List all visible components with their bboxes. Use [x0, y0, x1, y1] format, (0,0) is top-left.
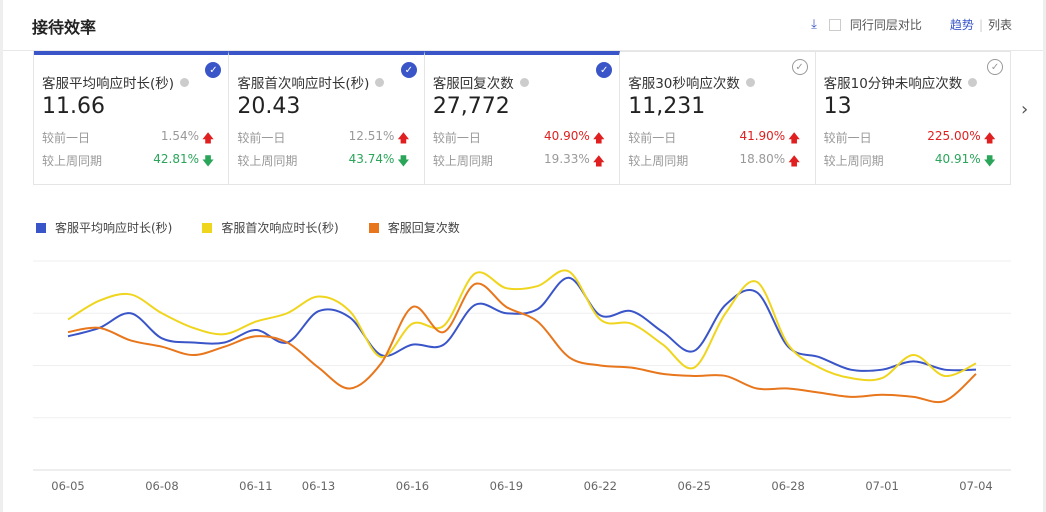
day-compare-label: 较前一日 — [42, 131, 91, 145]
next-arrow-icon[interactable]: › — [1021, 99, 1029, 120]
legend-label: 客服首次响应时长(秒) — [221, 221, 339, 235]
legend-swatch — [368, 222, 379, 233]
help-icon[interactable] — [968, 77, 978, 87]
x-tick-label: 06-05 — [51, 479, 84, 493]
legend-swatch — [202, 222, 213, 233]
download-icon[interactable]: ⤓ — [811, 17, 817, 32]
arrow-down-icon: 🡇 — [397, 154, 410, 168]
day-compare-pct: 40.90% — [544, 129, 590, 143]
metric-card[interactable]: ✓ 客服首次响应时长(秒) 20.43 较前一日 12.51% 🡅 较上周同期 43.… — [229, 51, 425, 184]
arrow-down-icon: 🡇 — [983, 154, 996, 168]
arrow-up-icon: 🡅 — [788, 131, 801, 145]
arrow-up-icon: 🡅 — [592, 131, 605, 145]
series-line — [67, 282, 977, 404]
help-icon[interactable] — [519, 77, 529, 87]
right-border — [1043, 0, 1046, 512]
tab-separator: | — [978, 17, 983, 32]
x-tick-label: 06-22 — [584, 479, 617, 493]
metric-name: 客服30秒响应次数 — [628, 76, 740, 92]
metric-value: 11.66 — [42, 94, 105, 119]
week-compare-pct: 19.33% — [544, 152, 590, 166]
week-compare-label: 较上周同期 — [628, 154, 689, 168]
help-icon[interactable] — [180, 77, 190, 87]
metric-name: 客服回复次数 — [432, 76, 514, 92]
legend-label: 客服平均响应时长(秒) — [55, 221, 173, 235]
week-compare-pct: 43.74% — [348, 152, 395, 166]
page-title: 接待效率 — [32, 18, 97, 37]
x-tick-label: 06-19 — [490, 479, 523, 493]
metric-cards: ✓ 客服平均响应时长(秒) 11.66 较前一日 1.54% 🡅 较上周同期 42.8… — [33, 51, 1011, 185]
week-compare-label: 较上周同期 — [432, 154, 493, 168]
help-icon[interactable] — [375, 77, 385, 87]
legend-item[interactable]: 客服回复次数 — [368, 219, 460, 236]
compare-checkbox[interactable] — [828, 18, 841, 31]
metric-value: 13 — [823, 94, 852, 119]
tab-list[interactable]: 列表 — [987, 18, 1012, 32]
check-icon[interactable]: ✓ — [400, 62, 417, 78]
check-icon[interactable]: ✓ — [596, 62, 613, 78]
header-divider — [3, 50, 1043, 51]
week-compare-pct: 18.80% — [739, 152, 786, 166]
series-line — [67, 269, 977, 382]
day-compare-pct: 1.54% — [160, 129, 199, 143]
compare-label[interactable]: 同行同层对比 — [849, 18, 922, 32]
metric-value: 27,772 — [432, 94, 510, 119]
week-compare-label: 较上周同期 — [823, 154, 884, 168]
metric-card[interactable]: ✓ 客服30秒响应次数 11,231 较前一日 41.90% 🡅 较上周同期 18.8… — [620, 51, 816, 184]
chart-legend: 客服平均响应时长(秒) 客服首次响应时长(秒) 客服回复次数 — [36, 219, 490, 236]
legend-item[interactable]: 客服平均响应时长(秒) — [36, 219, 172, 236]
day-compare-label: 较前一日 — [823, 131, 872, 145]
day-compare-label: 较前一日 — [628, 131, 677, 145]
arrow-up-icon: 🡅 — [592, 154, 605, 168]
arrow-up-icon: 🡅 — [397, 131, 410, 145]
x-tick-label: 06-08 — [145, 479, 178, 493]
metric-card[interactable]: ✓ 客服回复次数 27,772 较前一日 40.90% 🡅 较上周同期 19.33% 🡅 — [424, 51, 621, 184]
arrow-up-icon: 🡅 — [201, 131, 215, 145]
check-icon[interactable]: ✓ — [791, 59, 808, 75]
x-tick-label: 06-16 — [396, 479, 429, 493]
day-compare-pct: 41.90% — [739, 129, 786, 143]
legend-swatch — [36, 222, 46, 233]
tab-trend[interactable]: 趋势 — [949, 18, 974, 32]
x-tick-label: 06-25 — [677, 479, 710, 493]
week-compare-label: 较上周同期 — [237, 154, 298, 168]
arrow-down-icon: 🡇 — [201, 154, 215, 168]
left-border — [0, 0, 3, 512]
help-icon[interactable] — [745, 77, 755, 87]
legend-item[interactable]: 客服首次响应时长(秒) — [202, 219, 339, 236]
day-compare-label: 较前一日 — [432, 131, 481, 145]
week-compare-label: 较上周同期 — [42, 154, 103, 168]
metric-name: 客服10分钟未响应次数 — [823, 76, 963, 92]
day-compare-pct: 12.51% — [348, 129, 395, 143]
metric-name: 客服平均响应时长(秒) — [42, 76, 175, 92]
x-tick-label: 07-01 — [865, 479, 898, 493]
x-tick-label: 06-13 — [302, 479, 335, 493]
day-compare-pct: 225.00% — [927, 129, 981, 143]
metric-value: 20.43 — [237, 94, 301, 119]
check-icon[interactable]: ✓ — [205, 62, 222, 78]
week-compare-pct: 42.81% — [153, 152, 199, 166]
x-tick-label: 06-28 — [771, 479, 804, 493]
arrow-up-icon: 🡅 — [983, 131, 996, 145]
metric-card[interactable]: ✓ 客服平均响应时长(秒) 11.66 较前一日 1.54% 🡅 较上周同期 42.8… — [34, 51, 230, 184]
arrow-up-icon: 🡅 — [788, 154, 801, 168]
x-tick-label: 06-11 — [239, 479, 272, 493]
metric-name: 客服首次响应时长(秒) — [237, 76, 370, 92]
toolbar: ⤓ 同行同层对比 趋势 | 列表 — [811, 16, 1012, 33]
metric-card[interactable]: ✓ 客服10分钟未响应次数 13 较前一日 225.00% 🡅 较上周同期 40.91… — [815, 51, 1011, 184]
legend-label: 客服回复次数 — [387, 221, 460, 235]
series-line — [67, 276, 977, 372]
metric-value: 11,231 — [628, 94, 706, 119]
x-tick-label: 07-04 — [959, 479, 992, 493]
day-compare-label: 较前一日 — [237, 131, 286, 145]
week-compare-pct: 40.91% — [934, 152, 981, 166]
check-icon[interactable]: ✓ — [987, 59, 1004, 75]
